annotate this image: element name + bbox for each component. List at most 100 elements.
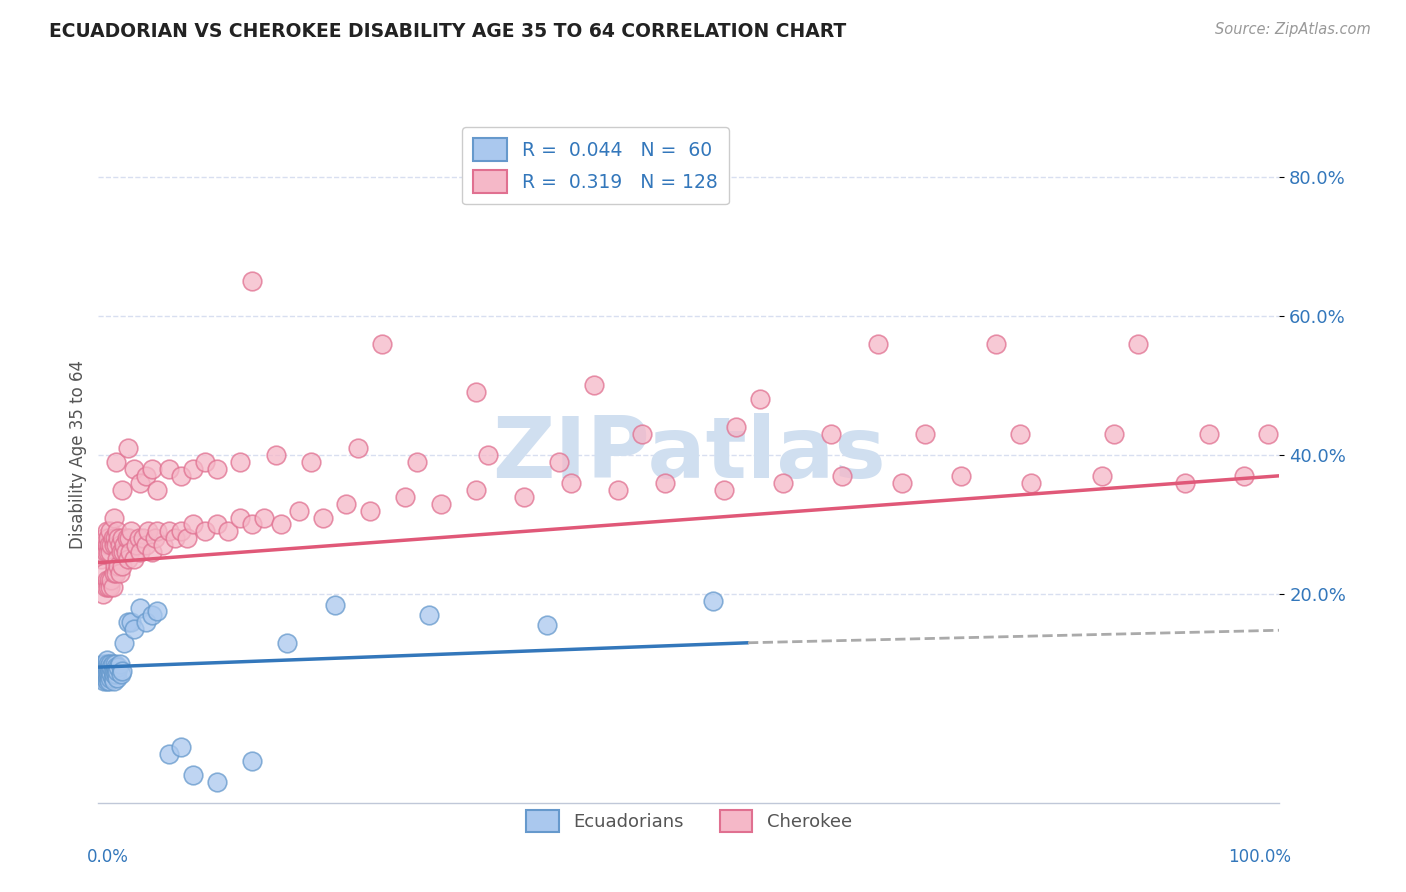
Point: [128, 601, 150, 615]
Point: [98, 664, 121, 678]
Point: [104, 559, 127, 574]
Point: [536, 618, 558, 632]
Point: [583, 378, 606, 392]
Point: [146, 524, 169, 539]
Point: [110, 545, 132, 559]
Point: [121, 524, 143, 539]
Point: [157, 747, 180, 761]
Text: ECUADORIAN VS CHEROKEE DISABILITY AGE 35 TO 64 CORRELATION CHART: ECUADORIAN VS CHEROKEE DISABILITY AGE 35…: [49, 22, 846, 41]
Point: [240, 274, 263, 288]
Point: [93, 667, 115, 681]
Point: [100, 538, 122, 552]
Point: [98, 671, 121, 685]
Point: [96, 674, 118, 689]
Point: [165, 532, 187, 546]
Point: [128, 532, 150, 546]
Point: [270, 517, 292, 532]
Point: [122, 462, 145, 476]
Point: [96, 538, 118, 552]
Point: [240, 517, 263, 532]
Point: [91, 538, 114, 552]
Point: [112, 636, 135, 650]
Point: [93, 660, 115, 674]
Point: [96, 660, 118, 674]
Point: [630, 427, 652, 442]
Point: [312, 510, 335, 524]
Point: [101, 532, 124, 546]
Point: [111, 532, 134, 546]
Point: [94, 580, 117, 594]
Point: [96, 524, 118, 539]
Point: [141, 607, 163, 622]
Point: [100, 660, 122, 674]
Point: [725, 420, 748, 434]
Point: [205, 517, 228, 532]
Point: [170, 740, 193, 755]
Point: [702, 594, 724, 608]
Point: [323, 598, 346, 612]
Point: [100, 573, 122, 587]
Point: [104, 532, 127, 546]
Point: [98, 545, 121, 559]
Point: [117, 615, 139, 629]
Point: [949, 468, 972, 483]
Point: [98, 573, 121, 587]
Point: [108, 538, 131, 552]
Point: [111, 559, 134, 574]
Point: [108, 657, 131, 671]
Point: [132, 532, 155, 546]
Point: [98, 538, 121, 552]
Point: [97, 671, 120, 685]
Point: [91, 671, 114, 685]
Point: [94, 545, 117, 559]
Point: [96, 653, 118, 667]
Point: [820, 427, 842, 442]
Point: [194, 524, 217, 539]
Point: [194, 455, 217, 469]
Point: [276, 636, 298, 650]
Point: [1233, 468, 1256, 483]
Point: [115, 532, 138, 546]
Text: Source: ZipAtlas.com: Source: ZipAtlas.com: [1215, 22, 1371, 37]
Point: [101, 580, 124, 594]
Point: [128, 475, 150, 490]
Point: [152, 538, 174, 552]
Point: [105, 455, 128, 469]
Point: [98, 660, 121, 674]
Point: [146, 483, 169, 497]
Point: [111, 664, 134, 678]
Point: [1091, 468, 1114, 483]
Point: [359, 503, 381, 517]
Point: [105, 566, 128, 581]
Point: [112, 538, 135, 552]
Point: [101, 671, 124, 685]
Point: [93, 566, 115, 581]
Point: [103, 538, 125, 552]
Point: [394, 490, 416, 504]
Point: [111, 483, 134, 497]
Point: [181, 517, 204, 532]
Point: [112, 545, 135, 559]
Point: [146, 605, 169, 619]
Point: [176, 532, 198, 546]
Point: [91, 657, 114, 671]
Point: [114, 545, 136, 559]
Point: [264, 448, 287, 462]
Point: [98, 580, 121, 594]
Point: [181, 768, 204, 782]
Point: [157, 462, 180, 476]
Point: [866, 336, 889, 351]
Point: [101, 664, 124, 678]
Point: [229, 510, 252, 524]
Point: [406, 455, 429, 469]
Point: [103, 667, 125, 681]
Point: [125, 538, 148, 552]
Point: [120, 545, 142, 559]
Point: [104, 657, 127, 671]
Point: [97, 532, 120, 546]
Point: [105, 664, 128, 678]
Point: [107, 532, 129, 546]
Point: [107, 559, 129, 574]
Point: [170, 524, 193, 539]
Point: [128, 545, 150, 559]
